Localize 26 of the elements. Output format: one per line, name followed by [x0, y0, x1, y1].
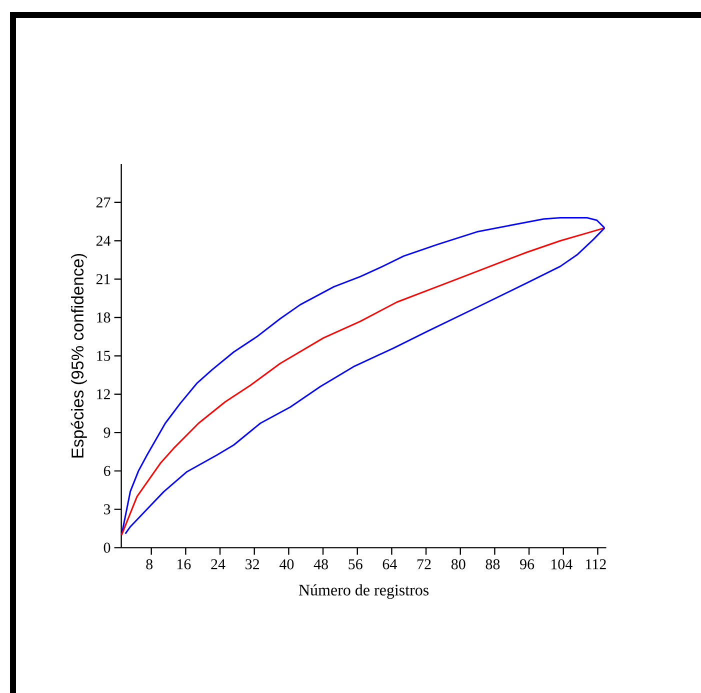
x-tick-label: 88 — [486, 559, 500, 570]
y-axis-title: Espécies (95% confidence) — [70, 254, 87, 458]
y-tick-label: 12 — [97, 389, 110, 400]
y-tick-label: 21 — [96, 274, 110, 284]
y-tick-label: 3 — [104, 504, 110, 514]
x-tick-label: 96 — [520, 559, 534, 570]
x-tick-label: 24 — [211, 559, 226, 570]
y-tick-label: 9 — [104, 428, 110, 438]
y-tick-label: 18 — [97, 312, 110, 323]
x-tick-label: 40 — [279, 559, 294, 570]
x-tick-label: 32 — [246, 559, 260, 570]
x-tick-label: 48 — [314, 559, 328, 570]
x-tick-label: 16 — [178, 559, 191, 570]
x-tick-label: 104 — [551, 559, 572, 570]
y-tick-label: 0 — [104, 542, 110, 553]
x-axis-title: Número de registros — [298, 584, 429, 599]
x-tick-label: 112 — [586, 559, 606, 570]
y-tick-label: 24 — [96, 236, 111, 246]
x-tick-label: 80 — [451, 559, 466, 570]
x-tick-label: 56 — [348, 559, 362, 570]
x-tick-label: 72 — [418, 559, 431, 570]
y-tick-label: 15 — [97, 350, 110, 361]
y-tick-label: 6 — [104, 466, 110, 476]
y-tick-label: 27 — [96, 197, 110, 208]
x-tick-label: 8 — [146, 559, 153, 570]
x-tick-label: 64 — [382, 559, 397, 570]
